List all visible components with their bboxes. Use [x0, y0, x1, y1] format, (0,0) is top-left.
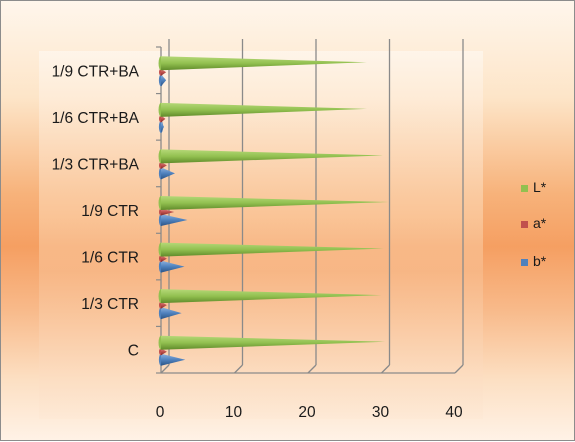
- grid-floor-line: [160, 364, 170, 374]
- category-label: 1/9 CTR+BA: [52, 63, 140, 80]
- cone-b-1-3-CTR-BA: [161, 167, 175, 180]
- cone-a-1-3-CTR-BA: [161, 161, 167, 169]
- cone-layer: [158, 56, 389, 366]
- legend-swatch: [521, 185, 528, 192]
- category-label: C: [128, 343, 139, 360]
- grid-floor-line: [454, 364, 464, 374]
- cone-b-C: [161, 353, 186, 366]
- cone-L-1-6-CTR-BA: [161, 102, 367, 117]
- legend-label: a*: [533, 215, 547, 231]
- cone-a-1-3-CTR: [161, 301, 167, 309]
- x-tick-label: 20: [298, 404, 316, 421]
- category-label: 1/3 CTR: [81, 296, 139, 313]
- cone-L-1-9-CTR: [161, 196, 389, 210]
- x-tick-label: 30: [372, 404, 390, 421]
- cone-a-1-6-CTR: [161, 255, 167, 263]
- category-label: 1/6 CTR: [81, 250, 139, 267]
- category-label: 1/3 CTR+BA: [52, 156, 140, 173]
- cone-b-1-9-CTR: [161, 214, 188, 226]
- x-tick-label: 0: [156, 404, 165, 421]
- cone-a-C: [161, 348, 167, 356]
- category-label: 1/9 CTR: [81, 203, 139, 220]
- legend-label: b*: [533, 253, 547, 269]
- cone-a-1-9-CTR: [161, 208, 175, 216]
- cone-a-1-6-CTR-BA: [161, 115, 166, 123]
- x-axis-ticks: 0 10 20 30 40: [156, 404, 463, 421]
- legend-swatch: [521, 259, 528, 266]
- legend-swatch: [521, 221, 528, 228]
- y-axis-ticks: C 1/3 CTR 1/6 CTR 1/9 CTR 1/3 CTR+BA 1/6 CTR+…: [52, 63, 140, 359]
- cone-b-1-6-CTR-BA: [161, 120, 164, 133]
- x-tick-label: 40: [445, 404, 463, 421]
- cone-b-1-9-CTR-BA: [161, 74, 167, 87]
- legend: L* a* b*: [521, 179, 547, 269]
- cone-L-1-3-CTR: [161, 289, 382, 304]
- category-label: 1/6 CTR+BA: [52, 110, 140, 127]
- grid-floor-line: [307, 364, 317, 374]
- cone-b-1-3-CTR: [161, 307, 182, 320]
- cone-L-1-6-CTR: [161, 242, 384, 257]
- cone-L-1-3-CTR-BA: [161, 149, 383, 164]
- cone-a-1-9-CTR-BA: [161, 68, 167, 76]
- grid-floor-line: [234, 364, 243, 374]
- cone-b-1-6-CTR: [161, 260, 185, 273]
- grid-floor-line: [381, 364, 390, 374]
- legend-label: L*: [533, 179, 547, 195]
- x-tick-label: 10: [225, 404, 243, 421]
- cone-L-C: [161, 335, 386, 350]
- cone-L-1-9-CTR-BA: [161, 56, 367, 71]
